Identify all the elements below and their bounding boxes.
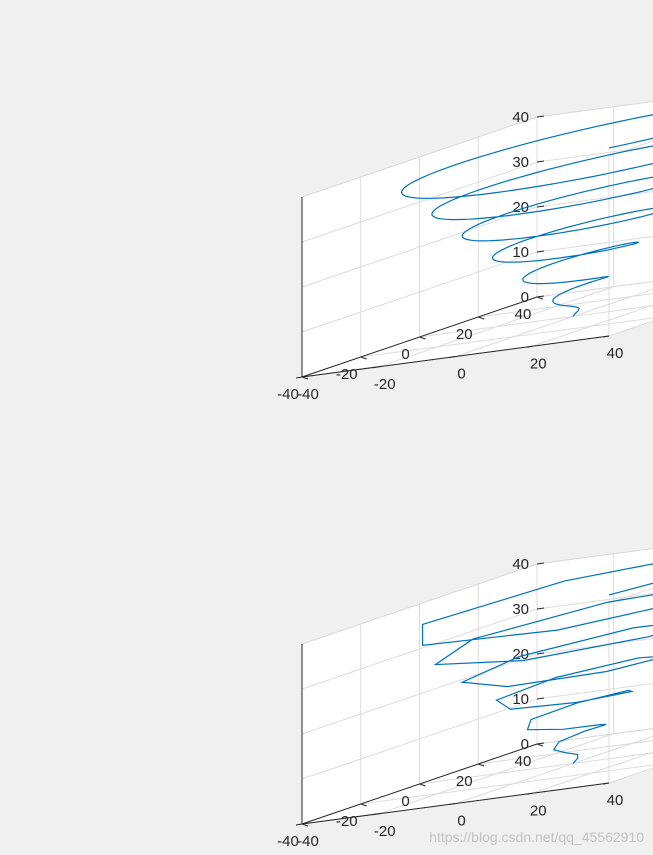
x-tick-label: 40	[607, 792, 624, 809]
z-tick-label: 20	[512, 646, 529, 663]
gridline	[478, 293, 653, 318]
x-tick-mark	[602, 335, 610, 338]
z-tick-mark	[536, 607, 545, 610]
y-tick-mark	[419, 783, 426, 787]
z-tick-label: 30	[512, 601, 529, 618]
z-tick-label: 10	[512, 244, 529, 261]
right-pane	[609, 141, 653, 336]
y-tick-mark	[419, 336, 426, 340]
x-tick-mark	[449, 356, 456, 358]
gridline	[301, 608, 538, 690]
gridline	[360, 764, 653, 805]
x-tick-mark	[372, 366, 379, 369]
gridline	[301, 653, 538, 735]
z-tick-mark	[536, 652, 545, 655]
x-tick-mark	[295, 823, 303, 826]
gridline	[608, 767, 653, 784]
y-tick-mark	[478, 316, 485, 320]
z-tick-mark	[536, 250, 545, 253]
y-tick-label: -40	[277, 386, 299, 403]
z-tick-label: 10	[512, 691, 529, 708]
z-tick-label: 20	[512, 199, 529, 216]
x-tick-mark	[526, 792, 533, 795]
z-tick-label: 30	[512, 154, 529, 171]
gridline	[301, 206, 538, 288]
y-tick-label: -20	[336, 366, 358, 383]
z-tick-label: 40	[512, 556, 529, 573]
gridline	[608, 320, 653, 337]
x-tick-label: 20	[530, 355, 547, 372]
z-tick-mark	[536, 562, 545, 565]
z-tick-mark	[536, 295, 545, 298]
z-tick-label: 40	[512, 109, 529, 126]
box-edge	[301, 563, 538, 645]
x-tick-label: -20	[374, 823, 396, 840]
z-tick-mark	[536, 205, 545, 208]
x-tick-mark	[372, 813, 379, 816]
y-tick-label: 20	[456, 326, 473, 343]
y-tick-label: -40	[277, 833, 299, 850]
box-edge	[536, 101, 653, 118]
y-tick-mark	[301, 376, 309, 380]
y-tick-label: 20	[456, 773, 473, 790]
box-edge	[536, 548, 653, 565]
x-tick-mark	[295, 376, 303, 379]
x-tick-label: -20	[374, 376, 396, 393]
gridline	[301, 251, 538, 333]
z-tick-mark	[536, 742, 545, 745]
z-tick-mark	[536, 697, 545, 700]
box-edge	[301, 116, 538, 198]
gridline	[478, 740, 653, 765]
gridline	[536, 191, 653, 208]
x-tick-label: -40	[297, 833, 319, 850]
box-edge	[608, 140, 653, 157]
helix-series-line	[400, 114, 653, 317]
y-tick-label: 0	[401, 793, 409, 810]
gridline	[536, 728, 653, 745]
y-tick-label: 40	[515, 753, 532, 770]
helix-series-line	[421, 563, 653, 764]
watermark-text: https://blog.csdn.net/qq_45562910	[429, 829, 644, 845]
y-tick-mark	[478, 763, 485, 767]
gridline	[536, 281, 653, 298]
x-tick-label: 20	[530, 802, 547, 819]
z-tick-mark	[536, 115, 545, 118]
y-tick-label: 40	[515, 306, 532, 323]
z-tick-label: 0	[521, 289, 529, 306]
x-tick-label: -40	[297, 386, 319, 403]
gridline	[360, 317, 653, 358]
gridline	[301, 161, 538, 243]
gridline	[536, 638, 653, 655]
gridline	[536, 146, 653, 163]
x-tick-mark	[449, 803, 456, 805]
y-tick-mark	[360, 356, 367, 360]
gridline	[301, 698, 538, 780]
y-tick-label: 0	[401, 346, 409, 363]
x-tick-label: 0	[457, 366, 465, 383]
z-tick-mark	[536, 160, 545, 163]
gridline	[536, 593, 653, 610]
x-tick-label: 0	[457, 813, 465, 830]
y-tick-label: -20	[336, 813, 358, 830]
box-edge	[608, 587, 653, 604]
x-tick-mark	[526, 345, 533, 348]
right-pane	[609, 588, 653, 783]
x-tick-mark	[602, 782, 610, 785]
x-tick-label: 40	[607, 345, 624, 362]
y-tick-mark	[360, 803, 367, 807]
z-tick-label: 0	[521, 736, 529, 753]
y-tick-mark	[301, 823, 309, 827]
gridline	[536, 683, 653, 700]
gridline	[536, 236, 653, 253]
